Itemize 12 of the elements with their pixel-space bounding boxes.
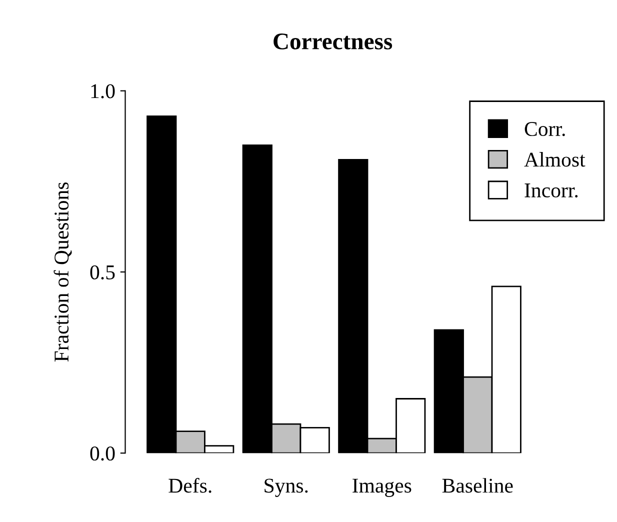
x-tick-label: Syns. bbox=[264, 478, 308, 497]
y-tick-label: 0.5 bbox=[90, 265, 115, 280]
chart-title: Correctness bbox=[274, 34, 392, 50]
x-tick-label: Defs. bbox=[168, 478, 212, 493]
x-tick-label: Images bbox=[352, 478, 412, 497]
y-tick-label: 1.0 bbox=[91, 84, 115, 98]
y-tick-label: 0.0 bbox=[90, 446, 115, 461]
y-axis-title: Fraction of Questions bbox=[54, 182, 72, 362]
x-tick-label: Baseline bbox=[442, 478, 513, 493]
legend-label: Corr. bbox=[524, 122, 565, 136]
legend-label: Incorr. bbox=[524, 184, 578, 198]
legend-label: Almost bbox=[524, 152, 586, 167]
